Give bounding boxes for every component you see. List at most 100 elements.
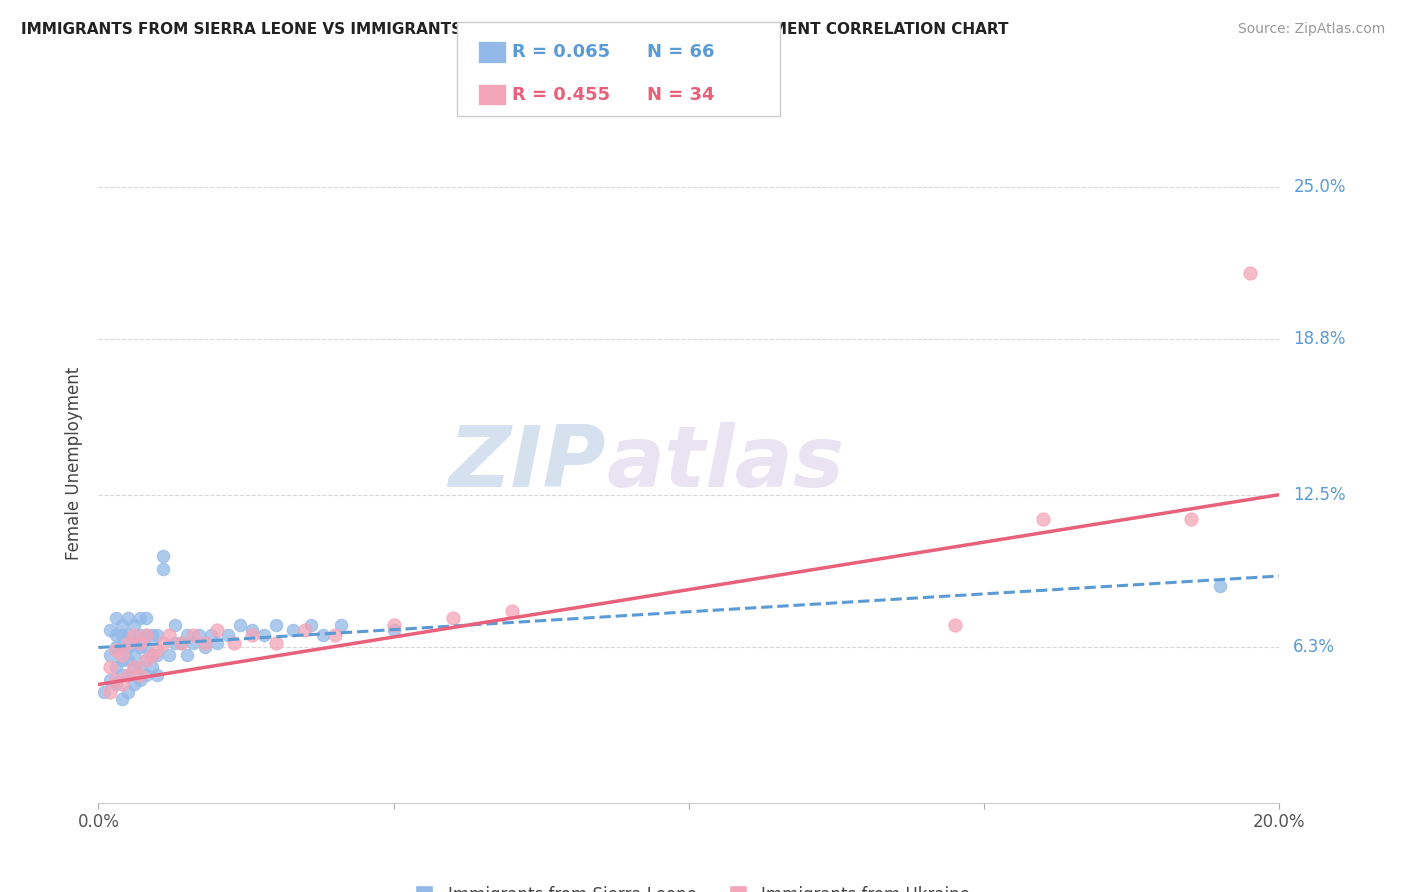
Point bbox=[165, 618, 187, 632]
Text: R = 0.455: R = 0.455 bbox=[512, 86, 610, 103]
Point bbox=[117, 685, 139, 699]
Point bbox=[146, 667, 169, 681]
Point bbox=[122, 660, 145, 674]
Point bbox=[135, 653, 157, 667]
Point bbox=[98, 685, 121, 699]
Point bbox=[111, 653, 134, 667]
Point bbox=[98, 648, 121, 662]
Point bbox=[240, 628, 263, 642]
Point bbox=[217, 628, 239, 642]
Text: N = 66: N = 66 bbox=[647, 43, 714, 62]
Point bbox=[122, 648, 145, 662]
Point bbox=[501, 603, 523, 617]
Point bbox=[111, 618, 134, 632]
Point bbox=[157, 628, 180, 642]
Point bbox=[117, 635, 139, 649]
Point bbox=[117, 667, 139, 681]
Point bbox=[205, 624, 228, 638]
Point bbox=[117, 653, 139, 667]
Point bbox=[329, 618, 352, 632]
Point bbox=[146, 643, 169, 657]
Point bbox=[128, 628, 150, 642]
Point bbox=[943, 618, 966, 632]
Point bbox=[135, 653, 157, 667]
Point bbox=[135, 628, 157, 642]
Text: IMMIGRANTS FROM SIERRA LEONE VS IMMIGRANTS FROM UKRAINE FEMALE UNEMPLOYMENT CORR: IMMIGRANTS FROM SIERRA LEONE VS IMMIGRAN… bbox=[21, 22, 1008, 37]
Point bbox=[229, 618, 252, 632]
Point bbox=[176, 628, 198, 642]
Point bbox=[135, 611, 157, 625]
Point bbox=[128, 673, 150, 687]
Point bbox=[111, 648, 134, 662]
Point bbox=[128, 660, 150, 674]
Point bbox=[146, 648, 169, 662]
Point bbox=[105, 611, 128, 625]
Point bbox=[122, 660, 145, 674]
Point bbox=[264, 618, 287, 632]
Point bbox=[382, 624, 405, 638]
Point bbox=[128, 640, 150, 655]
Point bbox=[141, 648, 163, 662]
Text: 6.3%: 6.3% bbox=[1294, 639, 1336, 657]
Point bbox=[128, 667, 150, 681]
Point bbox=[205, 635, 228, 649]
Point bbox=[135, 640, 157, 655]
Point bbox=[135, 667, 157, 681]
Point bbox=[111, 692, 134, 706]
Text: Source: ZipAtlas.com: Source: ZipAtlas.com bbox=[1237, 22, 1385, 37]
Point bbox=[187, 628, 209, 642]
Point bbox=[323, 628, 346, 642]
Point bbox=[152, 561, 174, 575]
Point bbox=[141, 648, 163, 662]
Point bbox=[117, 611, 139, 625]
Point bbox=[105, 640, 128, 655]
Point bbox=[128, 635, 150, 649]
Text: N = 34: N = 34 bbox=[647, 86, 714, 103]
Point bbox=[200, 628, 222, 642]
Point bbox=[105, 660, 128, 674]
Point bbox=[194, 640, 217, 655]
Text: atlas: atlas bbox=[606, 422, 845, 506]
Point bbox=[312, 628, 335, 642]
Point bbox=[165, 635, 187, 649]
Point bbox=[98, 624, 121, 638]
Point bbox=[382, 618, 405, 632]
Point bbox=[240, 624, 263, 638]
Point bbox=[1239, 266, 1261, 280]
Point bbox=[122, 628, 145, 642]
Point bbox=[194, 635, 217, 649]
Point bbox=[224, 635, 246, 649]
Point bbox=[122, 635, 145, 649]
Point bbox=[1209, 579, 1232, 593]
Point bbox=[170, 635, 193, 649]
Point bbox=[181, 635, 204, 649]
Point bbox=[264, 635, 287, 649]
Point bbox=[117, 667, 139, 681]
Point bbox=[105, 677, 128, 691]
Text: ZIP: ZIP bbox=[449, 422, 606, 506]
Text: 18.8%: 18.8% bbox=[1294, 330, 1346, 349]
Point bbox=[294, 624, 316, 638]
Point bbox=[117, 640, 139, 655]
Point bbox=[152, 549, 174, 564]
Point bbox=[128, 611, 150, 625]
Point bbox=[122, 618, 145, 632]
Point bbox=[253, 628, 276, 642]
Point bbox=[111, 640, 134, 655]
Point bbox=[299, 618, 322, 632]
Point bbox=[146, 628, 169, 642]
Point bbox=[152, 635, 174, 649]
Point bbox=[93, 685, 115, 699]
Point bbox=[441, 611, 464, 625]
Point bbox=[105, 673, 128, 687]
Point bbox=[135, 628, 157, 642]
Point bbox=[111, 628, 134, 642]
Point bbox=[105, 628, 128, 642]
Text: R = 0.065: R = 0.065 bbox=[512, 43, 610, 62]
Point bbox=[98, 660, 121, 674]
Point bbox=[117, 628, 139, 642]
Point bbox=[1032, 512, 1054, 526]
Point bbox=[105, 643, 128, 657]
Point bbox=[122, 677, 145, 691]
Point bbox=[283, 624, 305, 638]
